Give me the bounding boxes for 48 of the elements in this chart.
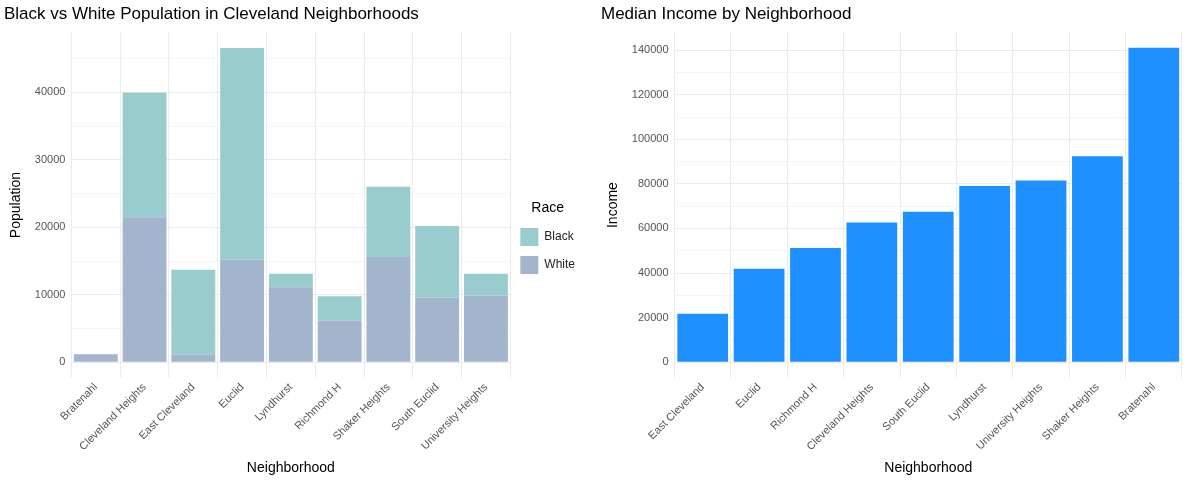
bar xyxy=(415,225,460,298)
y-tick-label: 40000 xyxy=(637,266,669,279)
y-tick-label: 60000 xyxy=(637,221,669,234)
bar xyxy=(366,257,411,362)
y-tick-label: 30000 xyxy=(34,152,66,165)
bar xyxy=(790,248,841,362)
y-axis-title: Income xyxy=(604,181,621,229)
y-tick-label: 40000 xyxy=(34,85,66,98)
bar xyxy=(733,268,785,362)
bar xyxy=(122,92,167,218)
bar xyxy=(171,354,216,362)
y-tick-label: 120000 xyxy=(631,87,669,100)
bar xyxy=(846,222,898,362)
y-tick-label: 100000 xyxy=(631,132,669,145)
bar xyxy=(463,295,508,362)
y-tick-label: 140000 xyxy=(631,43,669,56)
bar xyxy=(959,185,1011,362)
bar xyxy=(317,320,362,362)
y-tick-label: 80000 xyxy=(637,176,669,189)
x-axis-title: Neighborhood xyxy=(884,459,973,476)
bar xyxy=(677,313,729,362)
bar xyxy=(463,273,508,296)
bar xyxy=(1015,180,1067,362)
legend-label: White xyxy=(544,257,576,272)
x-axis-title: Neighborhood xyxy=(246,459,335,476)
bar xyxy=(171,269,216,355)
bar xyxy=(268,273,313,288)
y-tick-label: 10000 xyxy=(34,287,66,300)
y-tick-label: 20000 xyxy=(637,310,669,323)
bar xyxy=(220,47,265,260)
bar xyxy=(220,259,265,362)
y-tick-label: 0 xyxy=(662,355,669,368)
bar xyxy=(73,354,118,362)
y-tick-label: 0 xyxy=(59,355,66,368)
legend-label: Black xyxy=(544,229,575,244)
bar xyxy=(902,211,954,362)
y-tick-label: 20000 xyxy=(34,220,66,233)
bar xyxy=(268,287,313,362)
bar xyxy=(1128,47,1180,362)
bar xyxy=(1072,156,1123,362)
chart-title: Median Income by Neighborhood xyxy=(601,3,852,23)
bar xyxy=(415,297,460,362)
bar xyxy=(366,186,411,258)
legend-title: Race xyxy=(531,198,565,215)
chart-title: Black vs White Population in Cleveland Neighborhoods xyxy=(4,3,419,23)
bar xyxy=(122,217,167,362)
bar xyxy=(317,296,362,321)
y-axis-title: Population xyxy=(7,171,24,239)
